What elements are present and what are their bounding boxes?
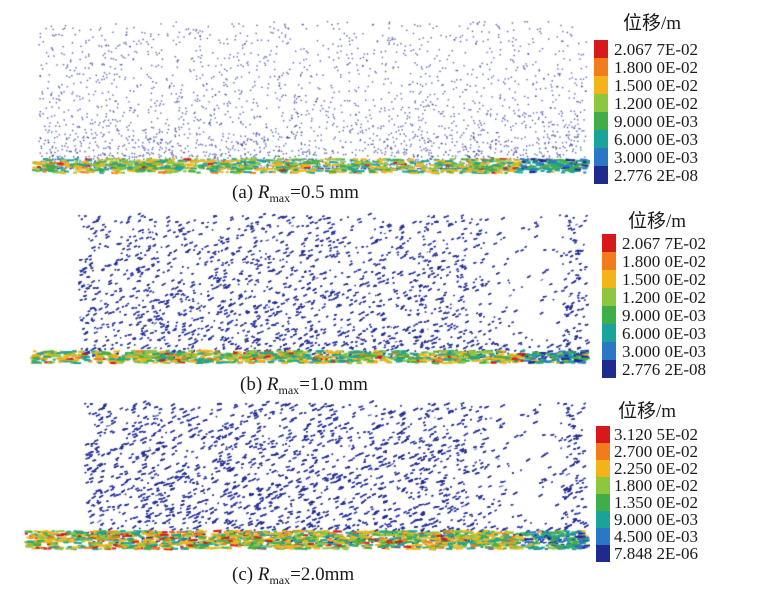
color-swatch: [594, 76, 608, 94]
caption-a: (a) Rmax=0.5 mm: [232, 182, 359, 206]
color-scale-bar: [596, 426, 610, 562]
legend-value: 9.000 0E-03: [622, 306, 707, 325]
legend-value: 1.800 0E-02: [614, 476, 699, 495]
legend-title: 位移/m: [628, 211, 687, 232]
legend-value: 6.000 0E-03: [614, 130, 699, 149]
caption-variable: R: [266, 374, 279, 395]
caption-b: (b) Rmax=1.0 mm: [240, 374, 368, 398]
particle-plot-a: [30, 18, 590, 178]
legend-value: 1.200 0E-02: [614, 94, 699, 113]
color-swatch: [594, 112, 608, 130]
color-swatch: [594, 58, 608, 76]
color-swatch: [596, 528, 610, 545]
color-swatch: [602, 234, 616, 252]
caption-variable: R: [257, 564, 270, 585]
color-swatch: [602, 270, 616, 288]
legend-value: 2.067 7E-02: [614, 40, 699, 59]
caption-subscript: max: [269, 573, 291, 587]
legend-value: 2.700 0E-02: [614, 442, 699, 461]
legend-title: 位移/m: [623, 13, 682, 34]
legend-value: 1.800 0E-02: [614, 58, 699, 77]
color-swatch: [594, 40, 608, 58]
legend-value: 9.000 0E-03: [614, 112, 699, 131]
legend-value: 3.000 0E-03: [614, 148, 699, 167]
caption-value: =2.0mm: [290, 564, 355, 585]
color-swatch: [596, 477, 610, 494]
color-scale-bar: [594, 40, 608, 184]
color-swatch: [596, 460, 610, 477]
caption-prefix: (c): [232, 564, 258, 585]
legend-value: 2.067 7E-02: [622, 234, 707, 253]
legend-labels: 2.067 7E-02 1.800 0E-02 1.500 0E-02 1.20…: [622, 235, 706, 379]
color-swatch: [594, 130, 608, 148]
color-swatch: [596, 545, 610, 562]
legend-value: 3.000 0E-03: [622, 342, 707, 361]
caption-subscript: max: [278, 383, 300, 397]
color-swatch: [596, 511, 610, 528]
color-swatch: [596, 494, 610, 511]
color-swatch: [602, 324, 616, 342]
particle-plot-b: [28, 212, 590, 368]
legend-value: 4.500 0E-03: [614, 527, 699, 546]
caption-variable: R: [257, 182, 270, 203]
legend-value: 1.500 0E-02: [622, 270, 707, 289]
color-swatch: [594, 148, 608, 166]
legend-title: 位移/m: [618, 401, 677, 422]
legend-value: 2.776 2E-08: [622, 360, 707, 379]
color-swatch: [602, 252, 616, 270]
legend-value: 2.250 0E-02: [614, 459, 699, 478]
legend-value: 9.000 0E-03: [614, 510, 699, 529]
caption-subscript: max: [269, 191, 291, 205]
color-scale-bar: [602, 234, 616, 378]
caption-prefix: (b): [240, 374, 267, 395]
color-swatch: [596, 443, 610, 460]
legend-value: 3.120 5E-02: [614, 425, 699, 444]
color-swatch: [602, 306, 616, 324]
color-swatch: [594, 166, 608, 184]
color-swatch: [594, 94, 608, 112]
legend-value: 2.776 2E-08: [614, 166, 699, 185]
legend-labels: 3.120 5E-02 2.700 0E-02 2.250 0E-02 1.80…: [614, 426, 698, 562]
color-swatch: [602, 342, 616, 360]
color-swatch: [596, 426, 610, 443]
legend-value: 1.500 0E-02: [614, 76, 699, 95]
legend-value: 1.200 0E-02: [622, 288, 707, 307]
caption-prefix: (a): [232, 182, 258, 203]
legend-labels: 2.067 7E-02 1.800 0E-02 1.500 0E-02 1.20…: [614, 41, 698, 185]
legend-value: 6.000 0E-03: [622, 324, 707, 343]
legend-value: 1.800 0E-02: [622, 252, 707, 271]
legend-value: 7.848 2E-06: [614, 544, 699, 563]
caption-c: (c) Rmax=2.0mm: [232, 564, 354, 588]
color-swatch: [602, 288, 616, 306]
color-swatch: [602, 360, 616, 378]
particle-plot-c: [22, 400, 590, 552]
caption-value: =0.5 mm: [290, 182, 359, 203]
legend-value: 1.350 0E-02: [614, 493, 699, 512]
caption-value: =1.0 mm: [299, 374, 368, 395]
